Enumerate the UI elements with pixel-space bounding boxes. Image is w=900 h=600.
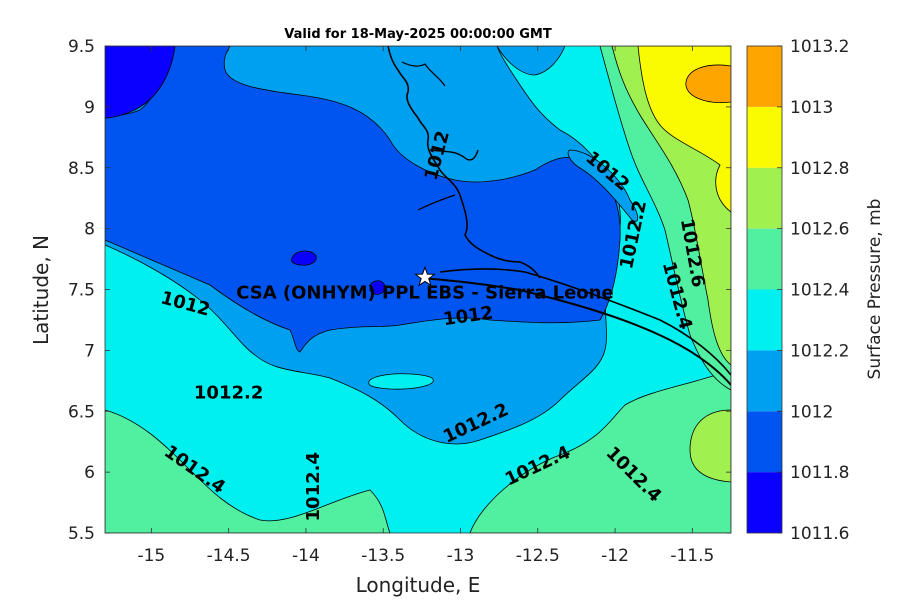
y-tick-label: 9 [84,98,95,118]
band-1011-6 [105,46,176,119]
band-1011-6-blob [291,250,317,266]
river-branch-3 [401,61,446,87]
y-tick-label: 8.5 [68,159,95,179]
colorbar-swatch [747,46,782,107]
x-tick-label: -12.5 [516,546,560,566]
x-tick-label: -15 [137,546,165,566]
x-tick-label: -11.5 [670,546,714,566]
band-1012-top [496,46,566,76]
x-tick-label: -12 [601,546,629,566]
y-tick-label: 5.5 [68,524,95,544]
x-axis-label: Longitude, E [356,573,481,597]
band-1012-2-hole [368,373,434,390]
colorbar-label: Surface Pressure, mb [865,199,885,380]
y-tick-label: 8 [84,220,95,240]
y-tick-label: 7 [84,341,95,361]
colorbar-tick-label: 1012.2 [790,341,849,361]
colorbar-swatch [747,228,782,290]
river-branch-2 [417,194,456,211]
colorbar-tick-label: 1012.4 [790,281,849,301]
x-tick-label: -14.5 [207,546,251,566]
station-star-icon [413,265,436,287]
band-1011-8 [105,46,621,353]
y-tick-label: 9.5 [68,37,95,57]
y-tick-label: 7.5 [68,281,95,301]
contour-label: 1012.2 [194,382,263,403]
x-tick-label: -14 [292,546,320,566]
band-1012-right [567,149,639,222]
colorbar-tick-label: 1012 [790,402,833,422]
coastline-2 [439,268,731,376]
colorbar-swatch [747,472,782,533]
colorbar-tick-label: 1012.6 [790,220,849,240]
river-branch [429,149,479,161]
colorbar-swatch [747,289,782,351]
y-tick-label: 6.5 [68,402,95,422]
x-tick-label: -13 [447,546,475,566]
colorbar-swatch [747,350,782,412]
coastline [419,277,731,386]
river-main [387,46,541,279]
x-tick-label: -13.5 [361,546,405,566]
band-1012-4-bottom-mid [469,369,731,533]
colorbar-swatch [747,106,782,168]
band-1012-6-bottom [689,409,731,483]
band-1013 [685,64,731,103]
colorbar-swatch [747,167,782,229]
band-1011-6-blob2 [369,280,386,295]
band-1012-4-bottom-left [105,409,391,533]
colorbar: 1011.6 1011.8 1012 1012.2 1012.4 1012.6 1012.8… [746,37,849,544]
colorbar-tick-label: 1012.8 [790,159,849,179]
colorbar-tick-label: 1013.2 [790,37,849,57]
map-title: Valid for 18-May-2025 00:00:00 GMT [284,27,552,42]
station-label: CSA (ONHYM) PPL EBS - Sierra Leone [236,282,613,303]
colorbar-tick-label: 1013 [790,98,833,118]
contour-label: 1012.4 [303,452,324,521]
y-axis: 5.5 6 6.5 7 7.5 8 8.5 9 9.5 [68,37,731,544]
y-axis-label: Latitude, N [29,235,53,345]
colorbar-swatch [747,411,782,473]
x-axis: -15 -14.5 -14 -13.5 -13 -12.5 -12 -11.5 [137,46,714,566]
colorbar-tick-label: 1011.8 [790,463,849,483]
y-tick-label: 6 [84,463,95,483]
colorbar-tick-label: 1011.6 [790,524,849,544]
